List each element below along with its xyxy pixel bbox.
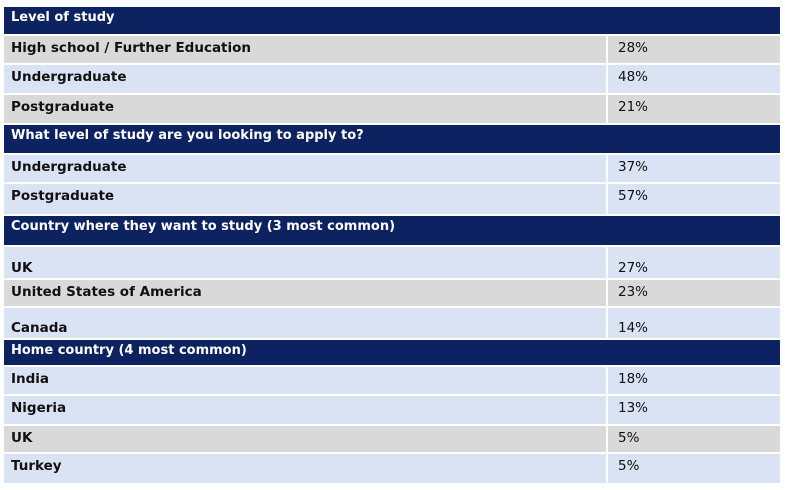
row-value: 14% (618, 320, 649, 336)
table-row: United States of America 23% (4, 280, 780, 308)
row-label: India (4, 367, 608, 394)
row-value: 48% (618, 69, 649, 85)
row-value: 57% (618, 188, 649, 204)
row-label: UK (4, 426, 608, 452)
section-title: Country where they want to study (3 most… (11, 219, 396, 234)
section-header-level-of-study: Level of study (4, 7, 780, 36)
row-value: 5% (618, 430, 640, 446)
row-value: 37% (618, 159, 649, 175)
table-row: Postgraduate 21% (4, 95, 780, 125)
table-row: Undergraduate 37% (4, 155, 780, 184)
section-header-home-country: Home country (4 most common) (4, 340, 780, 367)
table-row: Postgraduate 57% (4, 184, 780, 216)
row-value: 5% (618, 458, 640, 474)
row-label: Nigeria (4, 396, 608, 424)
row-label: Undergraduate (4, 65, 608, 93)
section-title: Home country (4 most common) (11, 343, 247, 358)
row-value: 21% (618, 99, 649, 115)
row-label: Canada (4, 308, 608, 338)
table-row: High school / Further Education 28% (4, 36, 780, 65)
section-title: What level of study are you looking to a… (11, 128, 364, 143)
row-label: High school / Further Education (4, 36, 608, 63)
section-title: Level of study (11, 10, 115, 25)
row-label: Postgraduate (4, 95, 608, 123)
table-row: India 18% (4, 367, 780, 396)
row-label: United States of America (4, 280, 608, 306)
table-row: Nigeria 13% (4, 396, 780, 426)
section-header-level-to-apply: What level of study are you looking to a… (4, 125, 780, 155)
table-row: Undergraduate 48% (4, 65, 780, 95)
survey-table: Level of study High school / Further Edu… (4, 7, 780, 483)
row-value: 27% (618, 260, 649, 276)
table-row: UK 5% (4, 426, 780, 454)
row-value: 23% (618, 284, 649, 300)
row-label: Postgraduate (4, 184, 608, 214)
row-label: Undergraduate (4, 155, 608, 182)
row-label: UK (4, 247, 608, 278)
row-value: 18% (618, 371, 649, 387)
table-row: Turkey 5% (4, 454, 780, 483)
row-value: 13% (618, 400, 649, 416)
row-value: 28% (618, 40, 649, 56)
section-header-country-to-study: Country where they want to study (3 most… (4, 216, 780, 247)
table-row: Canada 14% (4, 308, 780, 340)
table-row: UK 27% (4, 247, 780, 280)
row-label: Turkey (4, 454, 608, 483)
